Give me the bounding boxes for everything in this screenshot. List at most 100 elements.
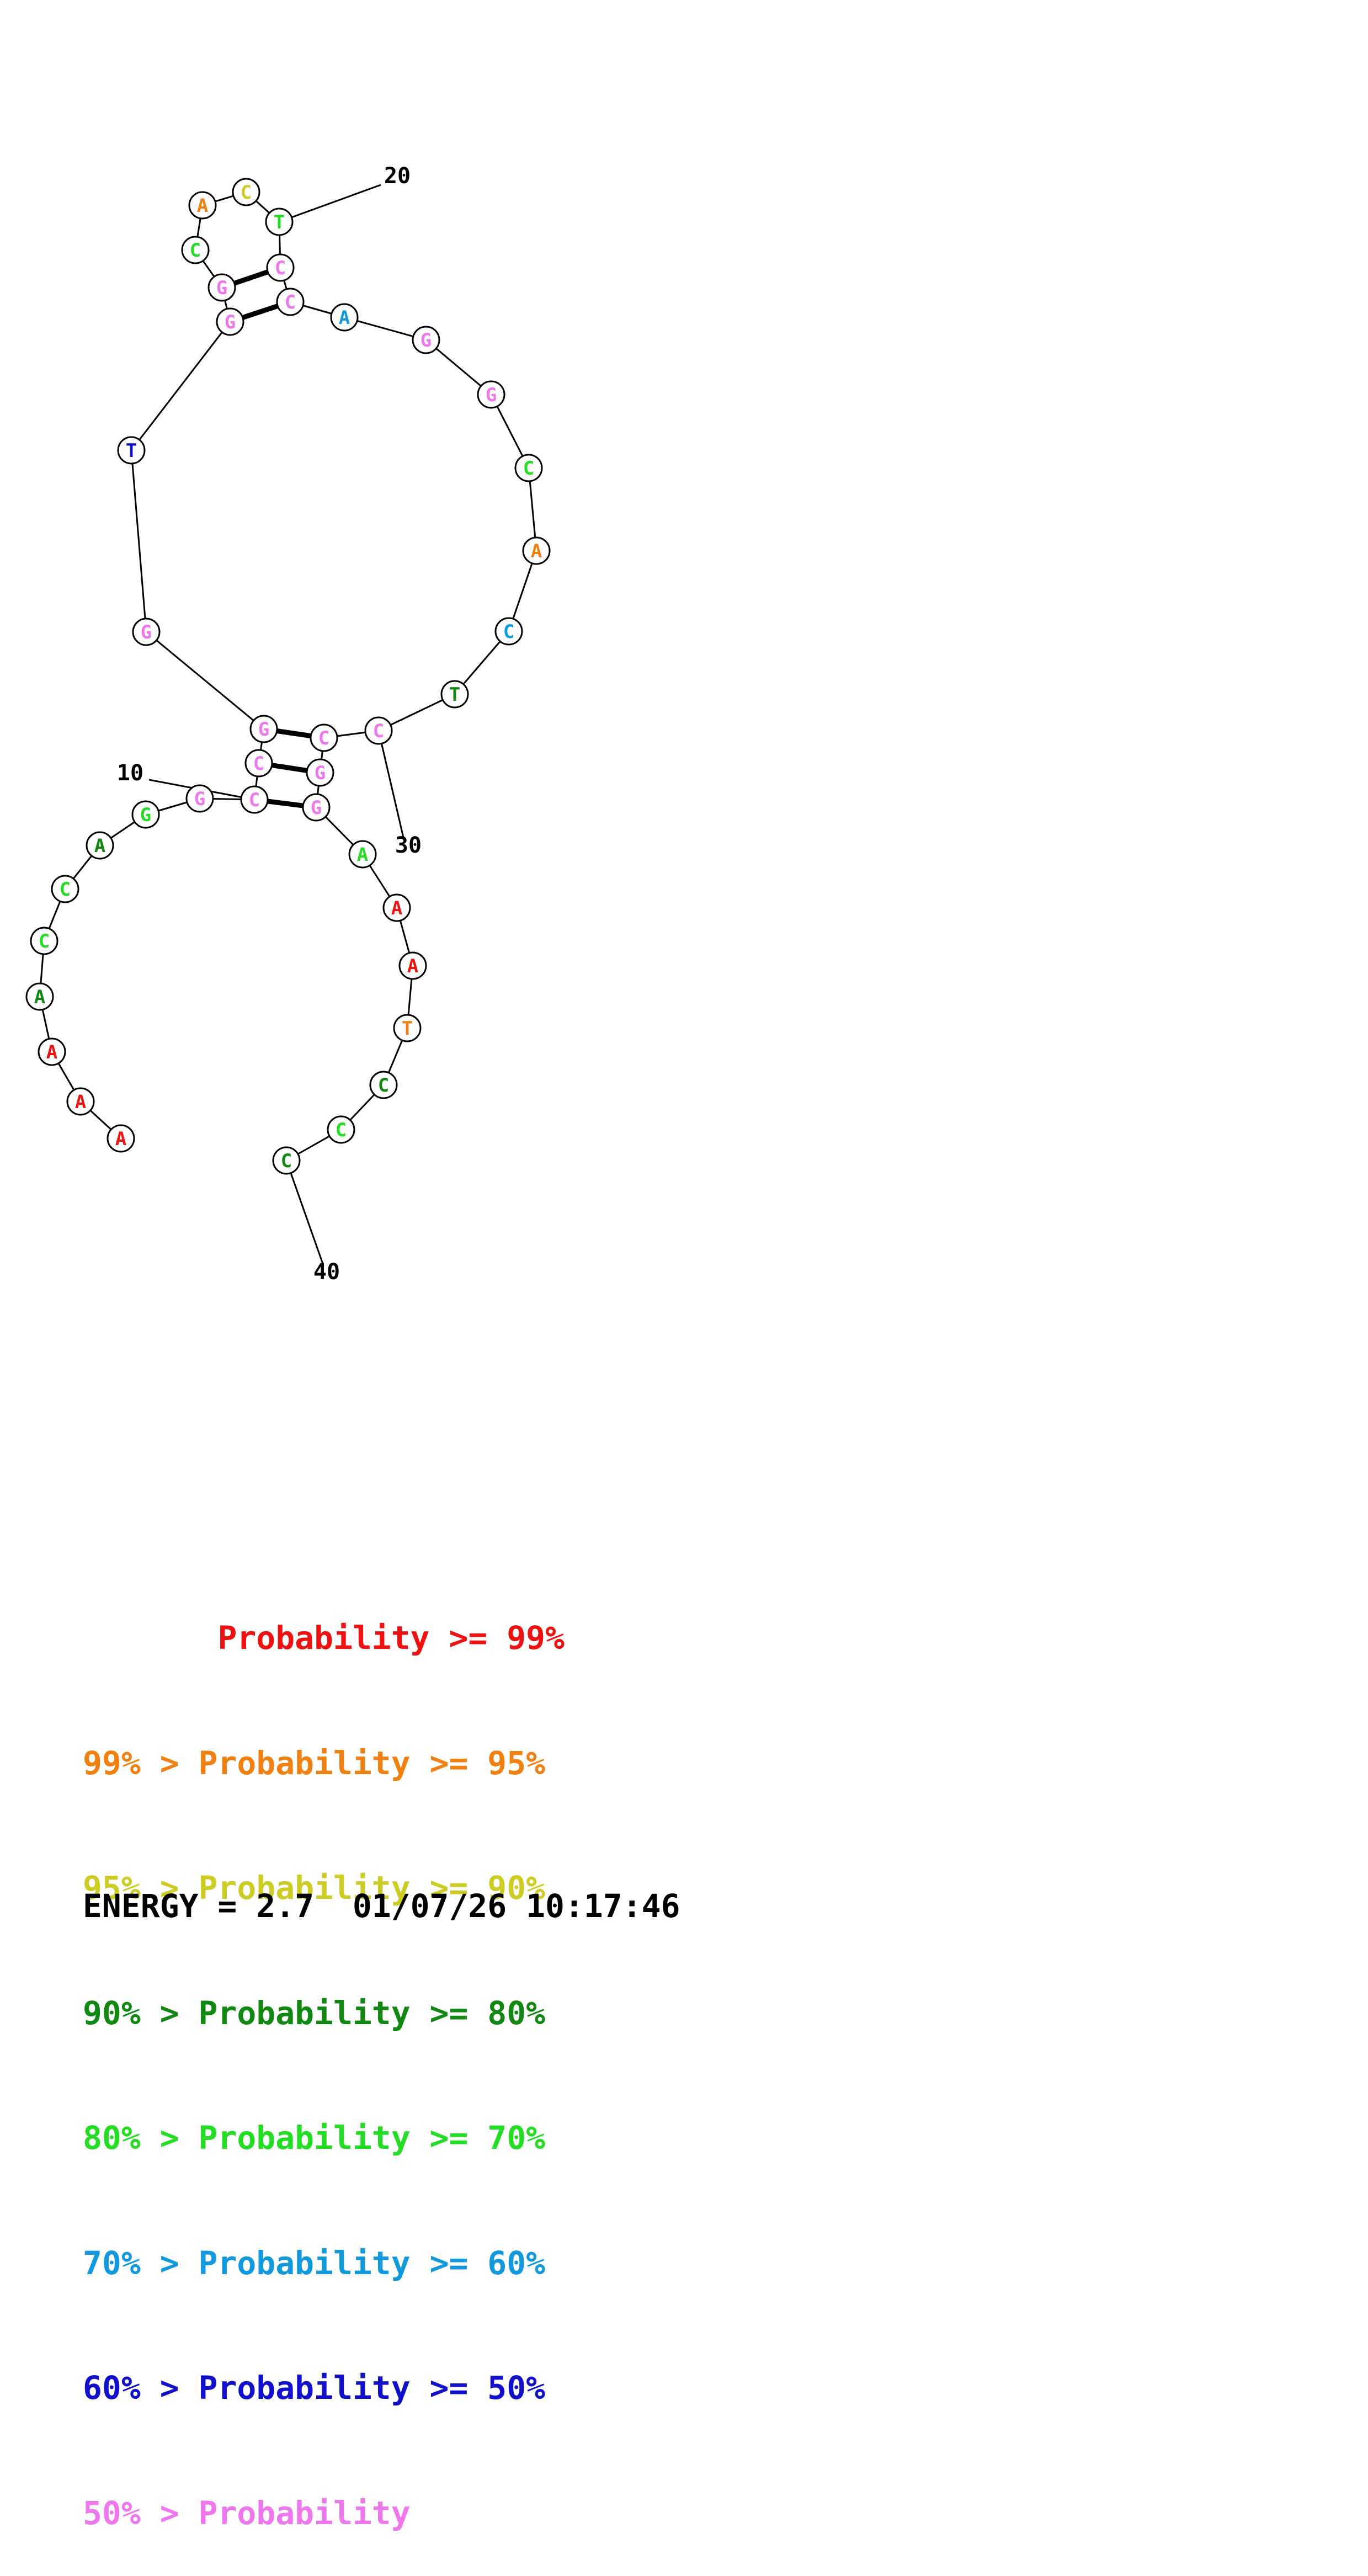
legend-row: 80% > Probability >= 70% xyxy=(83,2117,565,2159)
nucleotide-letter: C xyxy=(253,753,264,775)
legend-row: 60% > Probability >= 50% xyxy=(83,2367,565,2409)
probability-legend: Probability >= 99% 99% > Probability >= … xyxy=(83,1534,565,2576)
nucleotide-circle xyxy=(30,927,58,955)
nucleotide-circle xyxy=(25,982,54,1011)
nucleotide-circle xyxy=(244,749,273,778)
legend-row: 70% > Probability >= 60% xyxy=(83,2243,565,2285)
legend-prefix xyxy=(83,1619,217,1657)
legend-text: Probability >= 60% xyxy=(198,2244,546,2282)
nucleotide-31: C xyxy=(310,723,338,752)
nucleotide-25: G xyxy=(477,380,505,409)
nucleotide-circle xyxy=(348,840,377,869)
nucleotide-letter: A xyxy=(357,844,368,866)
label-leader-line xyxy=(377,730,405,840)
nucleotide-circle xyxy=(181,236,210,264)
legend-text: Probability >= 95% xyxy=(198,1744,546,1782)
nucleotide-letter: C xyxy=(336,1119,347,1141)
nucleotide-4: A xyxy=(25,982,54,1011)
nucleotide-3: A xyxy=(38,1037,66,1066)
label-leader-line xyxy=(285,1160,324,1266)
nucleotide-letter: G xyxy=(258,718,269,741)
nucleotide-33: G xyxy=(302,793,331,822)
backbone-segment xyxy=(130,450,147,632)
nucleotide-circle xyxy=(51,875,79,903)
nucleotide-circle xyxy=(131,800,160,829)
nucleotide-letter: C xyxy=(503,621,514,643)
nucleotide-circle xyxy=(86,831,114,860)
legend-prefix: 50% > xyxy=(83,2494,199,2532)
nucleotide-29: T xyxy=(440,680,469,709)
nucleotide-letter: T xyxy=(274,211,285,233)
backbone-lines xyxy=(39,191,537,1162)
nucleotide-2: A xyxy=(66,1087,95,1116)
nucleotide-13: G xyxy=(132,618,161,646)
nucleotide-letter: G xyxy=(315,762,326,784)
nucleotide-17: C xyxy=(181,236,210,264)
nucleotide-40: C xyxy=(272,1146,301,1175)
nucleotide-11: C xyxy=(244,749,273,778)
position-labels: 10 20 30 40 xyxy=(117,163,422,1285)
nucleotide-letter: A xyxy=(197,195,208,217)
nucleotide-circle xyxy=(38,1037,66,1066)
nucleotide-circle xyxy=(276,288,305,316)
nucleotide-circle xyxy=(66,1087,95,1116)
nucleotide-letter: G xyxy=(225,311,236,333)
nucleotide-letter: C xyxy=(275,257,286,279)
nucleotide-circle xyxy=(302,793,331,822)
nucleotide-circle xyxy=(249,715,278,743)
backbone-segment xyxy=(508,550,537,632)
legend-text: Probability >= 70% xyxy=(198,2119,546,2157)
nucleotide-letter: C xyxy=(373,720,384,742)
backbone-segment xyxy=(130,321,231,451)
nucleotide-letter: T xyxy=(449,684,460,706)
nucleotide-letter: C xyxy=(39,930,50,952)
nucleotide-letter: C xyxy=(249,789,260,811)
nucleotide-24: G xyxy=(412,326,440,354)
backbone-segment xyxy=(425,339,492,396)
nucleotide-14: T xyxy=(117,436,146,465)
nucleotide-28: C xyxy=(494,617,523,646)
nucleotide-18: A xyxy=(188,191,217,220)
nucleotide-letter: A xyxy=(339,307,350,329)
position-label-30: 30 xyxy=(395,833,422,858)
nucleotide-23: A xyxy=(330,303,359,332)
nucleotide-circle xyxy=(117,436,146,465)
nucleotide-letter: G xyxy=(216,277,227,299)
nucleotide-20: T xyxy=(265,207,294,236)
nucleotide-39: C xyxy=(327,1115,355,1144)
nucleotide-circle xyxy=(216,307,244,336)
nucleotide-circle xyxy=(494,617,523,646)
nucleotide-letter: G xyxy=(140,804,151,826)
nucleotide-32: G xyxy=(306,758,334,787)
nucleotide-27: A xyxy=(522,536,551,565)
nucleotide-circle xyxy=(514,454,543,482)
backbone-segment xyxy=(146,631,264,730)
nucleotide-5: C xyxy=(30,927,58,955)
nucleotide-letter: C xyxy=(318,727,329,749)
nucleotide-9: G xyxy=(185,784,214,813)
nucleotide-letter: G xyxy=(311,797,322,819)
nucleotide-circle xyxy=(364,716,393,745)
position-label-10: 10 xyxy=(117,760,143,786)
nucleotide-38: C xyxy=(369,1071,398,1099)
legend-prefix: 99% > xyxy=(83,1744,199,1782)
nucleotide-circle xyxy=(232,178,260,206)
legend-text: Probability >= 90% xyxy=(198,1869,546,1907)
nucleotide-letter: T xyxy=(402,1018,413,1040)
legend-prefix: 95% > xyxy=(83,1869,199,1907)
nucleotide-6: C xyxy=(51,875,79,903)
nucleotide-34: A xyxy=(348,840,377,869)
backbone-segment xyxy=(344,316,427,341)
legend-row: 95% > Probability >= 90% xyxy=(83,1867,565,1909)
nucleotide-circle xyxy=(107,1124,135,1153)
nucleotide-8: G xyxy=(131,800,160,829)
nucleotide-circle xyxy=(266,253,295,282)
nucleotide-circle xyxy=(185,784,214,813)
nucleotide-letter: A xyxy=(391,897,402,919)
nucleotide-36: A xyxy=(398,951,427,980)
nucleotide-circle xyxy=(327,1115,355,1144)
nucleotide-circle xyxy=(477,380,505,409)
legend-text: Probability >= 50% xyxy=(198,2369,546,2407)
